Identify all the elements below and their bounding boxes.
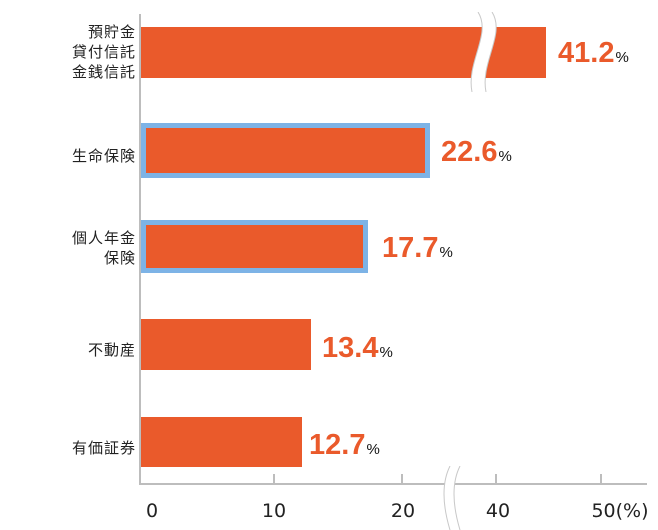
x-tick-label-0: 0	[145, 500, 159, 522]
category-label-securities: 有価証券	[71, 439, 136, 457]
y-axis-line	[139, 14, 141, 485]
x-tick-10	[273, 474, 275, 484]
x-tick-label-20: 20	[390, 500, 416, 522]
value-label-pension-insurance: 17.7%	[382, 232, 453, 264]
x-tick-20	[401, 474, 403, 484]
category-label-real-estate: 不動産	[87, 341, 136, 359]
category-label-savings: 預貯金 貸付信託 金銭信託	[71, 23, 136, 81]
bar-real-estate	[141, 319, 311, 370]
x-tick-40	[495, 474, 497, 484]
value-label-savings: 41.2%	[558, 37, 629, 69]
axis-break-icon	[470, 12, 497, 92]
x-tick-label-50: 50(%)	[591, 500, 649, 522]
value-label-life-insurance: 22.6%	[441, 136, 512, 168]
bar-securities	[141, 417, 302, 467]
x-axis-break-icon	[443, 466, 461, 530]
bar-pension-insurance	[141, 220, 368, 273]
x-axis-line	[139, 483, 647, 485]
x-tick-50	[600, 474, 602, 484]
category-label-life-insurance: 生命保険	[71, 147, 136, 165]
category-label-pension-insurance: 個人年金 保険	[71, 229, 136, 267]
value-label-securities: 12.7%	[309, 429, 380, 461]
x-tick-label-10: 10	[261, 500, 287, 522]
value-label-real-estate: 13.4%	[322, 332, 393, 364]
x-tick-label-40: 40	[485, 500, 511, 522]
bar-life-insurance	[141, 123, 430, 178]
